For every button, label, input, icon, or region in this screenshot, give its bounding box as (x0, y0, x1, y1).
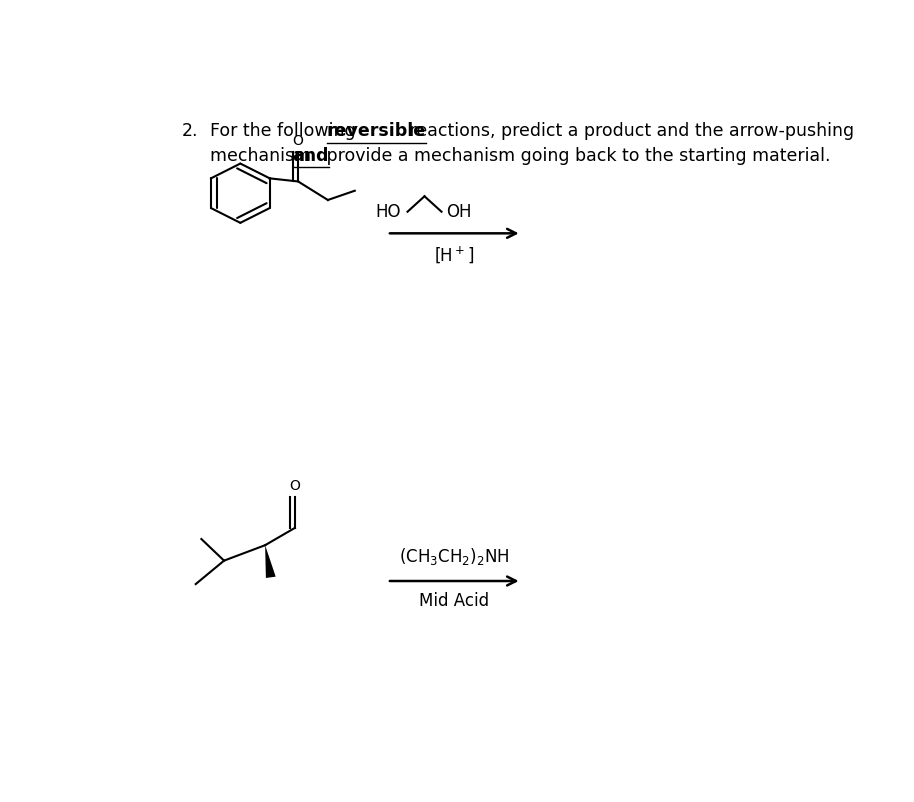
Text: O: O (290, 480, 301, 493)
Text: reversible: reversible (327, 122, 426, 140)
Text: mechanism: mechanism (210, 147, 316, 165)
Text: provide a mechanism going back to the starting material.: provide a mechanism going back to the st… (321, 147, 830, 165)
Text: reactions, predict a product and the arrow-pushing: reactions, predict a product and the arr… (404, 122, 854, 140)
Polygon shape (265, 545, 276, 578)
Text: Mid Acid: Mid Acid (420, 592, 489, 610)
Text: 2.: 2. (182, 122, 198, 140)
Text: and: and (292, 147, 329, 165)
Text: For the following: For the following (210, 122, 361, 140)
Text: O: O (292, 134, 303, 148)
Text: [H$^+$]: [H$^+$] (434, 245, 474, 265)
Text: HO: HO (375, 203, 400, 221)
Text: OH: OH (446, 203, 472, 221)
Text: (CH$_3$CH$_2$)$_2$NH: (CH$_3$CH$_2$)$_2$NH (399, 546, 509, 568)
